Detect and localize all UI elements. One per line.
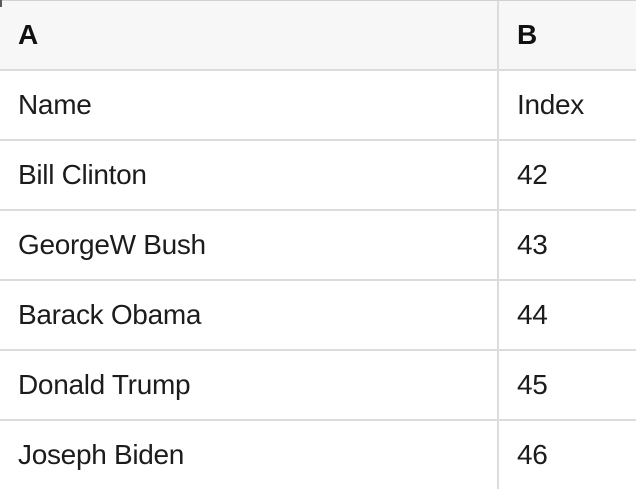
table-row: Name Index	[0, 71, 636, 141]
cell-index[interactable]: 42	[497, 141, 636, 209]
table-row: Bill Clinton 42	[0, 141, 636, 211]
column-header-b-label: B	[517, 19, 537, 50]
cell-name[interactable]: Joseph Biden	[0, 421, 497, 489]
table-row: GeorgeW Bush 43	[0, 211, 636, 281]
column-header-b[interactable]: B	[497, 1, 636, 69]
cell-index[interactable]: 46	[497, 421, 636, 489]
cell-name[interactable]: Bill Clinton	[0, 141, 497, 209]
corner-artifact	[0, 0, 2, 7]
cell-name[interactable]: Barack Obama	[0, 281, 497, 349]
column-header-a-label: A	[18, 19, 38, 50]
cell-text: Donald Trump	[18, 369, 191, 400]
cell-index[interactable]: 43	[497, 211, 636, 279]
cell-index[interactable]: Index	[497, 71, 636, 139]
cell-text: 43	[517, 229, 548, 260]
table-row: Joseph Biden 46	[0, 421, 636, 489]
cell-name[interactable]: Donald Trump	[0, 351, 497, 419]
table-row: Donald Trump 45	[0, 351, 636, 421]
cell-index[interactable]: 44	[497, 281, 636, 349]
column-header-row: A B	[0, 1, 636, 71]
cell-text: Barack Obama	[18, 299, 202, 330]
cell-text: 45	[517, 369, 548, 400]
cell-text: Name	[18, 89, 92, 120]
cell-text: 42	[517, 159, 548, 190]
cell-text: GeorgeW Bush	[18, 229, 206, 260]
cell-text: Bill Clinton	[18, 159, 147, 190]
cell-index[interactable]: 45	[497, 351, 636, 419]
cell-text: 44	[517, 299, 548, 330]
cell-text: 46	[517, 439, 548, 470]
cell-name[interactable]: Name	[0, 71, 497, 139]
cell-name[interactable]: GeorgeW Bush	[0, 211, 497, 279]
table-row: Barack Obama 44	[0, 281, 636, 351]
cell-text: Index	[517, 89, 584, 120]
column-header-a[interactable]: A	[0, 1, 497, 69]
cell-text: Joseph Biden	[18, 439, 185, 470]
